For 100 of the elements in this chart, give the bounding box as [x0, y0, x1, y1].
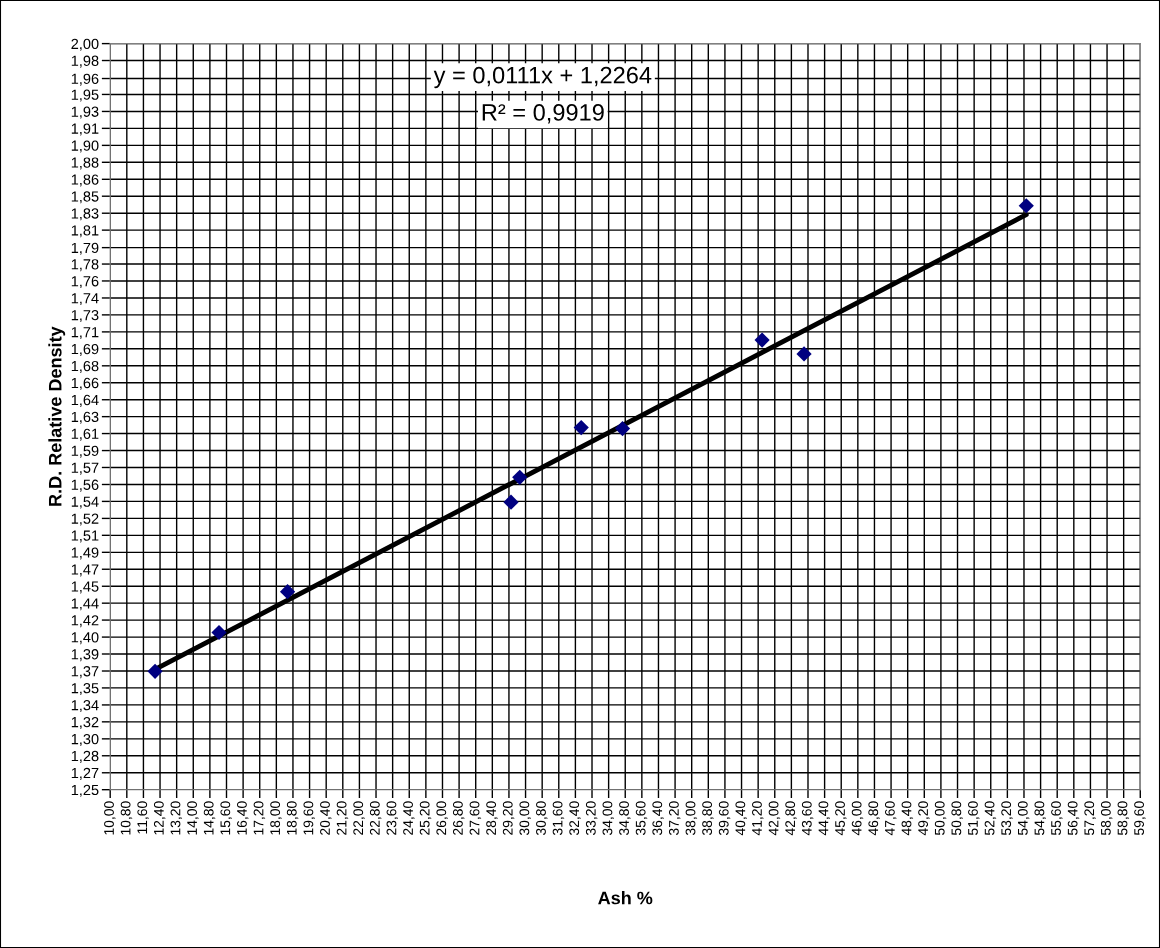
x-tick-label: 38,00	[685, 801, 698, 836]
x-tick-label: 44,40	[818, 801, 830, 836]
x-tick-label: 28,40	[486, 801, 498, 835]
y-tick-label: 1,37	[71, 666, 99, 679]
y-axis-title: R.D. Relative Density	[48, 326, 66, 506]
y-tick-label: 1,52	[71, 513, 99, 526]
x-tick-label: 50,80	[951, 801, 963, 835]
y-tick-label: 1,76	[71, 276, 99, 289]
x-tick-label: 10,80	[120, 801, 133, 835]
y-tick-label: 1,91	[71, 123, 99, 136]
y-tick-label: 1,42	[71, 615, 99, 628]
point	[503, 494, 519, 510]
x-tick-label: 27,60	[469, 801, 482, 835]
y-tick-label: 1,44	[71, 598, 99, 611]
point	[614, 420, 631, 437]
x-tick-label: 14,00	[187, 801, 199, 835]
y-tick-label: 1,45	[71, 581, 99, 594]
x-tick-label: 53,20	[1001, 801, 1013, 835]
x-tick-label: 58,80	[1117, 801, 1130, 835]
point	[1018, 198, 1034, 214]
x-tick-label: 11,60	[137, 801, 149, 834]
y-tick-label: 1,39	[71, 649, 99, 662]
y-tick-label: 1,88	[71, 157, 99, 170]
x-tick-label: 49,20	[918, 801, 930, 836]
x-tick-label: 32,40	[569, 801, 581, 836]
y-tick-label: 1,83	[71, 208, 99, 221]
x-tick-label: 57,20	[1084, 801, 1096, 835]
x-tick-label: 18,00	[270, 801, 282, 835]
y-tick-label: 1,81	[71, 225, 99, 238]
point	[754, 332, 770, 348]
x-tick-label: 33,20	[585, 801, 598, 836]
y-tick-label: 1,25	[71, 784, 99, 797]
y-tick-label: 1,66	[71, 377, 99, 390]
x-tick-label: 37,20	[668, 801, 681, 836]
y-tick-label: 1,96	[71, 73, 99, 86]
y-tick-label: 1,57	[71, 462, 99, 475]
y-tick-label: 1,61	[71, 428, 99, 441]
annotation: y = 0,0111x + 1,2264	[433, 66, 652, 89]
y-tick-label: 2,00	[71, 38, 99, 51]
x-tick-label: 46,00	[851, 801, 864, 836]
x-tick-label: 13,20	[170, 801, 183, 835]
y-tick-label: 1,68	[71, 360, 99, 373]
x-tick-label: 18,80	[286, 801, 299, 835]
point	[796, 346, 812, 362]
x-tick-label: 23,60	[386, 801, 399, 835]
y-tick-label: 1,93	[71, 106, 99, 119]
x-tick-label: 41,20	[752, 801, 764, 836]
y-tick-label: 1,40	[71, 632, 99, 645]
x-tick-label: 19,60	[303, 801, 315, 835]
point	[512, 469, 528, 485]
x-tick-label: 54,80	[1034, 801, 1046, 835]
x-tick-label: 47,60	[884, 801, 897, 836]
x-tick-label: 54,00	[1017, 801, 1030, 835]
x-tick-label: 31,60	[552, 801, 565, 836]
x-tick-label: 38,80	[702, 801, 714, 836]
y-tick-label: 1,71	[71, 327, 99, 340]
x-tick-label: 12,40	[153, 801, 166, 835]
y-tick-label: 1,78	[71, 259, 99, 272]
x-tick-label: 26,00	[436, 801, 448, 835]
x-tick-label: 46,80	[868, 801, 880, 836]
x-tick-label: 15,60	[220, 801, 232, 835]
y-tick-label: 1,27	[71, 767, 99, 780]
y-tick-label: 1,95	[71, 89, 99, 102]
y-tick-label: 1,98	[71, 55, 99, 68]
y-tick-label: 1,90	[71, 140, 99, 153]
point	[573, 419, 589, 436]
y-tick-label: 1,51	[71, 530, 99, 543]
y-tick-label: 1,35	[71, 683, 99, 696]
x-tick-label: 30,80	[536, 801, 548, 836]
x-tick-label: 29,20	[502, 801, 515, 835]
x-tick-label: 22,80	[369, 801, 382, 835]
y-tick-label: 1,79	[71, 242, 99, 255]
y-tick-label: 1,47	[71, 564, 99, 577]
x-tick-label: 26,80	[452, 801, 465, 835]
y-tick-label: 1,54	[71, 496, 99, 509]
x-tick-label: 20,40	[320, 801, 332, 835]
x-tick-label: 42,80	[785, 801, 797, 836]
x-tick-label: 58,00	[1100, 801, 1113, 835]
x-tick-label: 34,80	[619, 801, 631, 836]
y-tick-label: 1,85	[71, 191, 99, 204]
x-tick-label: 22,00	[353, 801, 365, 835]
y-tick-label: 1,59	[71, 445, 99, 458]
y-tick-label: 1,34	[71, 700, 99, 713]
x-tick-label: 42,00	[768, 801, 781, 836]
x-tick-label: 59,60	[1134, 801, 1146, 835]
x-tick-label: 52,40	[984, 801, 997, 835]
y-tick-label: 1,86	[71, 174, 99, 187]
y-tick-label: 1,74	[71, 293, 99, 306]
x-tick-label: 43,60	[801, 801, 814, 836]
y-tick-label: 1,32	[71, 716, 99, 729]
x-tick-label: 51,60	[968, 801, 980, 835]
x-tick-label: 50,00	[934, 801, 947, 835]
x-tick-label: 14,80	[203, 801, 216, 835]
x-tick-label: 40,40	[735, 801, 747, 836]
x-tick-label: 45,20	[835, 801, 847, 836]
x-tick-label: 24,40	[403, 801, 415, 835]
x-tick-label: 25,20	[419, 801, 432, 835]
x-tick-label: 17,20	[253, 801, 266, 835]
annotation: R² = 0,9919	[482, 104, 604, 124]
x-tick-label: 48,40	[901, 801, 914, 836]
